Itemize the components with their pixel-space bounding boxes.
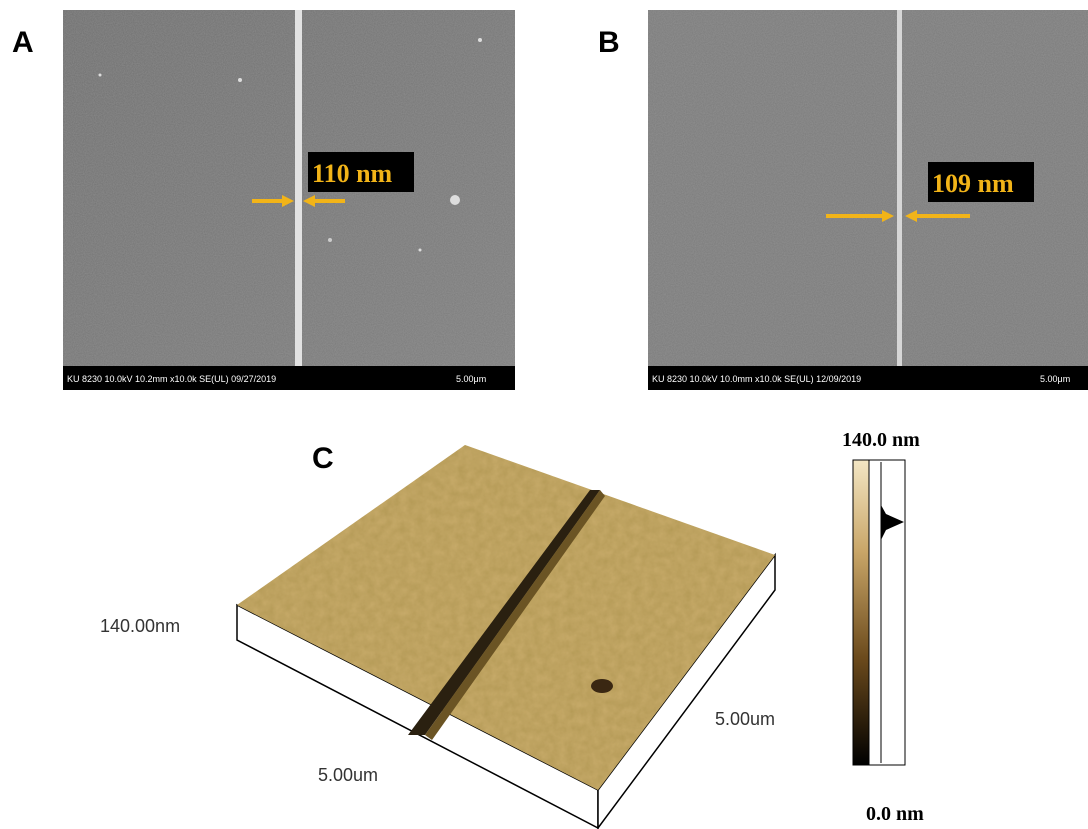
y-axis-label: 5.00um	[715, 709, 775, 729]
z-axis-label: 140.00nm	[100, 616, 180, 636]
x-axis-label: 5.00um	[318, 765, 378, 785]
sem-info: KU 8230 10.0kV 10.2mm x10.0k SE(UL) 09/2…	[67, 374, 276, 384]
panel-label: C	[312, 442, 334, 475]
colorbar-min: 0.0 nm	[866, 803, 924, 825]
sem-image-b: KU 8230 10.0kV 10.0mm x10.0k SE(UL) 12/0…	[648, 10, 1088, 390]
scale-label: 5.00μm	[456, 374, 486, 384]
figure: A KU 8230 10.0kV 10.2mm x10.0k SE(UL) 09…	[0, 0, 1088, 829]
panel-label: B	[598, 26, 620, 59]
colorbar	[853, 460, 905, 765]
measurement: 109 nm	[932, 169, 1014, 198]
measurement: 110 nm	[312, 159, 393, 188]
sem-image-a: KU 8230 10.0kV 10.2mm x10.0k SE(UL) 09/2…	[63, 10, 515, 390]
panel-label: A	[12, 26, 34, 59]
scale-label: 5.00μm	[1040, 374, 1070, 384]
sem-info: KU 8230 10.0kV 10.0mm x10.0k SE(UL) 12/0…	[652, 374, 861, 384]
colorbar-max: 140.0 nm	[842, 429, 920, 451]
